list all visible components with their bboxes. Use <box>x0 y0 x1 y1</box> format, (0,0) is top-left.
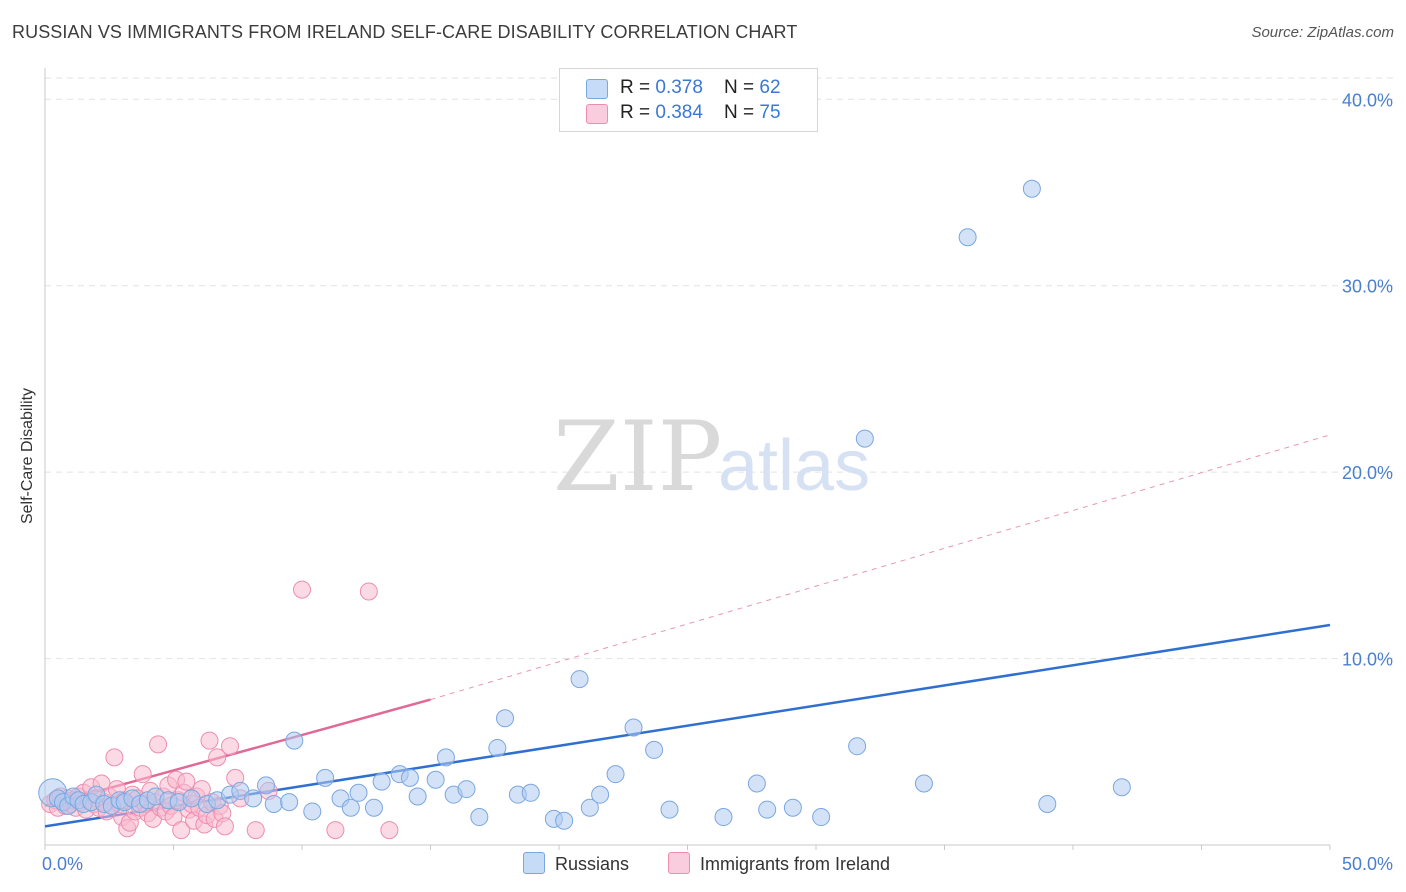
russians-point <box>747 774 766 793</box>
correlation-legend: R = 0.378 N = 62 R = 0.384 N = 75 <box>559 68 818 132</box>
y-tick-label: 40.0% <box>1342 90 1393 110</box>
watermark: ZIP atlas <box>553 401 870 513</box>
russians-point <box>182 789 201 808</box>
legend-n-label: N = <box>724 77 760 98</box>
russians-points <box>38 179 1131 830</box>
ireland-point <box>133 765 152 784</box>
russians-point <box>555 811 574 830</box>
legend-r-label: R = <box>620 77 656 98</box>
ireland-point <box>200 731 219 750</box>
russians-point <box>496 709 515 728</box>
russians-point <box>457 780 476 799</box>
bottom-legend-russians: Russians <box>523 852 629 875</box>
legend-n-label: N = <box>724 102 760 123</box>
ireland-point <box>208 748 227 767</box>
russians-point <box>349 783 368 802</box>
ireland-trend-extension <box>430 434 1331 701</box>
russians-point <box>783 798 802 817</box>
russians-point <box>606 765 625 784</box>
watermark-atlas: atlas <box>718 426 870 506</box>
russians-point <box>624 718 643 737</box>
bottom-legend-ireland: Immigrants from Ireland <box>668 852 890 875</box>
chart-title: RUSSIAN VS IMMIGRANTS FROM IRELAND SELF-… <box>12 22 798 42</box>
russians-point <box>848 737 867 756</box>
russians-point <box>400 768 419 787</box>
russians-point <box>341 798 360 817</box>
x-tick-label: 0.0% <box>42 854 83 874</box>
bottom-legend-swatch-ireland <box>668 852 690 874</box>
legend-n-value: 62 <box>759 77 781 98</box>
russians-point <box>855 429 874 448</box>
bottom-legend-label-russians: Russians <box>555 854 630 874</box>
russians-point <box>580 798 599 817</box>
legend-text-ireland: R = 0.384 N = 75 <box>620 102 781 124</box>
watermark-zip: ZIP <box>553 401 722 513</box>
russians-point <box>591 785 610 804</box>
y-tick-label: 20.0% <box>1342 463 1393 483</box>
russians-point <box>714 808 733 827</box>
axes <box>44 68 1331 850</box>
ireland-point <box>177 772 196 791</box>
legend-n-value: 75 <box>759 102 781 123</box>
russians-point <box>660 800 679 819</box>
legend-r-value: 0.378 <box>655 77 703 98</box>
ireland-point <box>215 817 234 836</box>
bottom-legend-swatch-russians <box>523 852 545 874</box>
x-tick-labels: 0.0% 50.0% <box>42 854 1393 874</box>
y-tick-label: 10.0% <box>1342 650 1393 670</box>
russians-point <box>488 739 507 758</box>
russians-point <box>570 670 589 689</box>
russians-point <box>914 774 933 793</box>
russians-point <box>645 740 664 759</box>
y-tick-labels: 10.0% 20.0% 30.0% 40.0% <box>1342 90 1393 669</box>
russians-point <box>1112 778 1131 797</box>
ireland-point <box>149 735 168 754</box>
russians-point <box>758 800 777 819</box>
russians-point <box>244 789 263 808</box>
ireland-point <box>105 748 124 767</box>
russians-point <box>316 768 335 787</box>
russians-point <box>426 770 445 789</box>
russians-point <box>364 798 383 817</box>
ireland-point <box>172 821 191 840</box>
ireland-point <box>293 580 311 599</box>
russians-point <box>436 748 455 767</box>
y-tick-label: 30.0% <box>1342 277 1393 297</box>
source-label: Source: ZipAtlas.com <box>1251 24 1394 41</box>
legend-text-russians: R = 0.378 N = 62 <box>620 77 781 99</box>
legend-r-value: 0.384 <box>655 102 703 123</box>
legend-swatch-ireland <box>586 104 608 124</box>
russians-point <box>812 808 831 827</box>
russians-point <box>303 802 322 821</box>
russians-point <box>470 808 489 827</box>
russians-point <box>521 783 540 802</box>
bottom-legend-label-ireland: Immigrants from Ireland <box>700 854 891 874</box>
grid-lines <box>45 77 1393 660</box>
ireland-point <box>326 821 345 840</box>
russians-point <box>280 793 299 812</box>
russians-point <box>408 787 427 806</box>
ireland-point <box>246 821 265 840</box>
x-tick-label: 50.0% <box>1342 854 1393 874</box>
russians-point <box>1022 179 1041 198</box>
legend-swatch-russians <box>586 79 608 99</box>
legend-r-label: R = <box>620 102 656 123</box>
ireland-point <box>380 821 399 840</box>
ireland-point <box>359 582 378 601</box>
russians-point <box>285 731 304 750</box>
russians-point <box>264 794 283 813</box>
russians-point <box>372 772 391 791</box>
russians-point <box>1038 794 1057 813</box>
russians-point <box>257 776 276 795</box>
ireland-point <box>221 737 240 756</box>
russians-point <box>958 228 977 247</box>
